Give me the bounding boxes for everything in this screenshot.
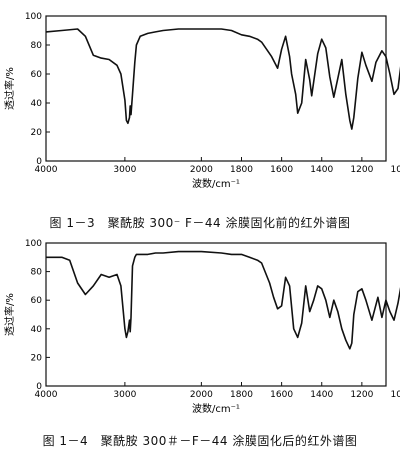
y-tick-label: 60 (31, 296, 43, 306)
x-tick-label: 1000 (391, 390, 400, 400)
x-tick-label: 1000 (391, 165, 400, 175)
x-tick-label: 1400 (310, 165, 333, 175)
x-tick-label: 1800 (230, 165, 253, 175)
x-tick-label: 2000 (190, 165, 213, 175)
x-tick-label: 1600 (270, 165, 293, 175)
y-tick-label: 60 (31, 70, 43, 80)
figure-caption-1-3: 图 1－3 聚酰胺 300⁻ F－44 涂膜固化前的红外谱图 (49, 216, 351, 230)
x-tick-label: 3000 (113, 165, 136, 175)
x-tick-label: 3000 (113, 390, 136, 400)
y-tick-label: 100 (25, 12, 42, 22)
y-tick-label: 40 (31, 325, 43, 335)
plot-frame (45, 242, 387, 387)
x-tick-label: 1400 (310, 390, 333, 400)
x-tick-label: 1200 (350, 390, 373, 400)
y-axis-label: 透过率/% (3, 67, 16, 110)
ir-spectrum-before-curing: 0 20 40 60 80 100 4000 3000 2000 1800 1600 1400 1200… (3, 12, 400, 190)
x-tick-label: 1600 (270, 390, 293, 400)
figure-caption-1-4: 图 1－4 聚酰胺 300＃－F－44 涂膜固化后的红外谱图 (42, 434, 358, 448)
x-tick-label: 1200 (350, 165, 373, 175)
x-tick-label: 2000 (190, 390, 213, 400)
x-tick-label: 1800 (230, 390, 253, 400)
y-tick-label: 20 (31, 353, 43, 363)
x-axis-label: 波数/cm⁻¹ (192, 177, 240, 190)
x-tick-label: 4000 (35, 390, 58, 400)
spectrum-line (45, 28, 400, 130)
spectrum-line (46, 250, 400, 350)
y-tick-label: 20 (31, 128, 43, 138)
y-tick-label: 0 (36, 157, 42, 167)
y-tick-label: 40 (31, 99, 43, 109)
y-tick-label: 100 (25, 239, 42, 249)
y-tick-label: 0 (36, 382, 42, 392)
plot-frame (45, 15, 387, 162)
x-axis-label: 波数/cm⁻¹ (192, 402, 240, 415)
y-axis-label: 透过率/% (3, 293, 16, 336)
y-tick-label: 80 (31, 41, 43, 51)
y-tick-label: 80 (31, 268, 43, 278)
ir-spectrum-after-curing: 0 20 40 60 80 100 4000 3000 2000 1800 1600 1400 1200… (3, 239, 400, 415)
x-tick-label: 4000 (35, 165, 58, 175)
